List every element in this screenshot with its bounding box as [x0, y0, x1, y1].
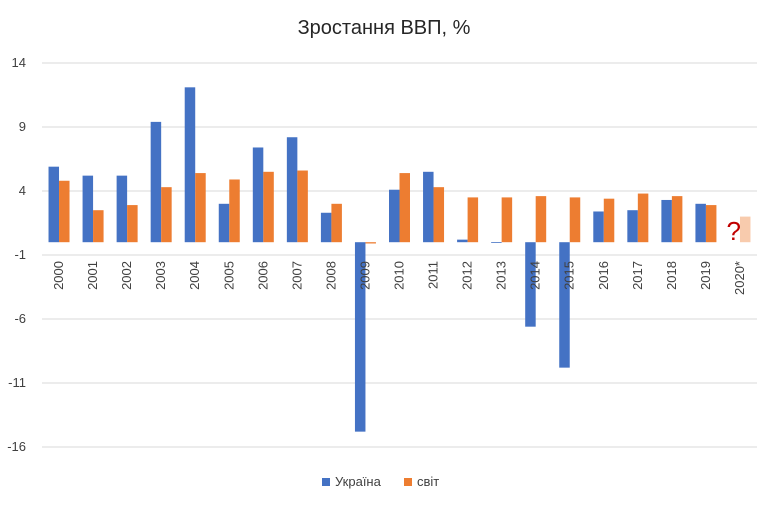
x-tick-label: 2018: [664, 261, 679, 290]
bar-world-2017: [637, 193, 649, 243]
y-tick-label: -16: [7, 439, 26, 454]
y-axis-ticks: 14 9 4 -1 -6 -11 -16: [7, 55, 26, 454]
x-axis-ticks: 2000 2001 2002 2003 2004 2005 2006 2007 2008 2009…: [51, 261, 747, 295]
bar-ukraine-2018: [661, 199, 672, 243]
bar-ukraine-2008: [320, 212, 332, 243]
y-tick-label: 9: [19, 119, 26, 134]
x-tick-label: 2017: [630, 261, 645, 290]
bar-ukraine-2000: [48, 166, 60, 243]
bar-ukraine-2012: [457, 239, 468, 243]
bar-ukraine-2005: [218, 203, 230, 243]
x-tick-label: 2015: [562, 261, 577, 290]
bar-ukraine-2004: [184, 87, 196, 243]
bar-world-2014: [535, 196, 547, 243]
bar-world-2000: [59, 180, 70, 243]
legend-swatch-1: [404, 478, 412, 486]
legend: Україна світ: [322, 474, 439, 489]
x-tick-label: 2014: [528, 261, 543, 290]
bar-ukraine-2007: [286, 137, 298, 243]
bar-world-2016: [603, 198, 615, 243]
legend-label-1: світ: [417, 474, 439, 489]
bar-world-2005: [229, 179, 240, 243]
y-tick-label: -11: [8, 375, 26, 390]
bar-world-2015: [569, 197, 581, 243]
bar-world-2002: [127, 205, 138, 243]
bar-ukraine-2006: [252, 147, 264, 243]
x-tick-label: 2010: [392, 261, 407, 290]
bar-world-2007: [297, 170, 308, 243]
question-mark-annotation: ?: [726, 216, 740, 246]
y-tick-label: -6: [14, 311, 26, 326]
x-tick-label: 2020*: [732, 261, 747, 295]
x-tick-label: 2008: [323, 261, 338, 290]
bar-ukraine-2014: [525, 242, 536, 327]
bar-world-2018: [671, 196, 683, 243]
x-tick-label: 2002: [119, 261, 134, 290]
x-tick-label: 2006: [255, 261, 270, 290]
bar-world-2019: [705, 205, 717, 243]
bar-ukraine-2019: [695, 203, 706, 243]
x-tick-label: 2016: [596, 261, 611, 290]
bar-world-2008: [331, 203, 342, 243]
bar-world-2006: [263, 171, 274, 243]
x-tick-label: 2012: [460, 261, 475, 290]
bar-world-2004: [195, 173, 206, 243]
y-tick-label: -1: [14, 247, 26, 262]
bar-ukraine-2001: [82, 175, 94, 243]
annotations: ?: [726, 216, 740, 246]
bar-world-2010: [399, 173, 410, 243]
legend-swatch-0: [322, 478, 330, 486]
y-tick-label: 4: [19, 183, 26, 198]
bar-ukraine-2011: [423, 171, 434, 243]
bar-world-2001: [93, 210, 104, 243]
bar-world-2012: [467, 197, 479, 243]
x-tick-label: 2013: [494, 261, 509, 290]
x-tick-label: 2019: [698, 261, 713, 290]
x-tick-label: 2003: [153, 261, 168, 290]
bar-ukraine-2010: [389, 189, 400, 243]
bar-ukraine-2013: [491, 242, 502, 243]
x-tick-label: 2005: [221, 261, 236, 290]
bar-world-2009: [365, 242, 376, 244]
x-tick-label: 2001: [85, 261, 100, 290]
bar-ukraine-2017: [627, 210, 638, 243]
bar-ukraine-2015: [559, 242, 570, 368]
x-tick-label: 2007: [289, 261, 304, 290]
bar-ukraine-2002: [116, 175, 128, 243]
chart-title: Зростання ВВП, %: [298, 17, 471, 39]
legend-label-0: Україна: [335, 474, 382, 489]
x-tick-label: 2004: [187, 261, 202, 290]
bars: [48, 87, 751, 432]
bar-world-2020: [739, 216, 751, 243]
gridlines: [42, 62, 757, 448]
bar-world-2013: [501, 197, 513, 243]
y-tick-label: 14: [12, 55, 26, 70]
bar-world-2011: [433, 187, 445, 243]
bar-world-2003: [161, 187, 172, 243]
bar-ukraine-2009: [354, 242, 366, 432]
bar-ukraine-2003: [150, 121, 162, 243]
x-tick-label: 2000: [51, 261, 66, 290]
x-tick-label: 2009: [357, 261, 372, 290]
bar-ukraine-2016: [593, 211, 604, 243]
x-tick-label: 2011: [426, 261, 441, 289]
